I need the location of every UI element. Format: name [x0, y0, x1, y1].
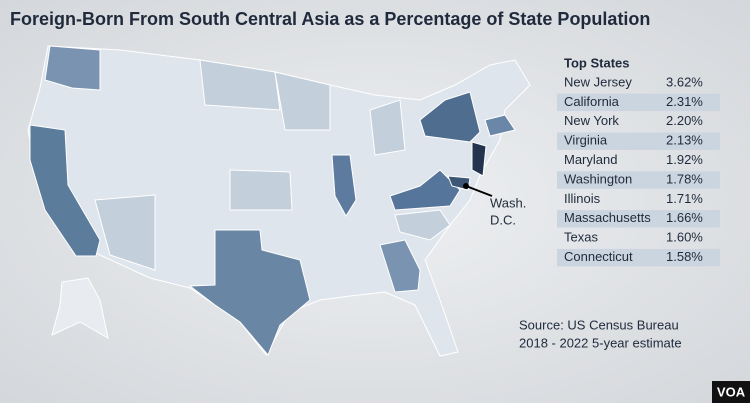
- state: [394, 209, 451, 241]
- state: [94, 194, 156, 271]
- dc-label: Wash.: [490, 195, 526, 210]
- state-new-york: [419, 91, 481, 143]
- alaska: [51, 277, 109, 339]
- dc-label: D.C.: [490, 212, 516, 227]
- source: 2018 - 2022 5-year estimate: [519, 335, 682, 350]
- state-georgia: [379, 239, 421, 293]
- row-band: [557, 210, 720, 228]
- state-name: Texas: [564, 230, 598, 245]
- state-name: Massachusetts: [564, 210, 651, 225]
- state-percent: 1.71%: [666, 191, 703, 206]
- row-band: [557, 93, 720, 112]
- state-percent: 1.60%: [666, 230, 703, 245]
- state-name: New York: [564, 113, 619, 128]
- state-percent: 1.66%: [666, 210, 703, 225]
- source: Source: US Census Bureau: [519, 317, 679, 332]
- state-texas: [188, 229, 311, 356]
- state-percent: 1.78%: [666, 171, 703, 186]
- state-percent: 2.13%: [666, 133, 703, 148]
- state-name: Maryland: [564, 152, 617, 167]
- state-name: New Jersey: [564, 74, 632, 89]
- state: [274, 71, 331, 131]
- state-percent: 1.58%: [666, 249, 703, 264]
- us-map: [27, 45, 531, 357]
- state-illinois: [331, 154, 357, 217]
- state-percent: 1.92%: [666, 152, 703, 167]
- state-name: Virginia: [564, 133, 608, 148]
- top-states-table: Top States New Jersey 3.62% California 2.31…: [557, 55, 720, 267]
- state-name: California: [564, 94, 620, 109]
- state-california: [29, 124, 101, 257]
- state-name: Washington: [564, 171, 632, 186]
- state: [229, 169, 293, 211]
- row-band: [557, 132, 720, 150]
- state-percent: 2.20%: [666, 113, 703, 128]
- state-percent: 3.62%: [666, 74, 703, 89]
- row-band: [557, 248, 720, 267]
- row-band: [557, 171, 720, 189]
- logo-box: [712, 381, 750, 403]
- state-new-jersey: [471, 141, 487, 177]
- state-washington: [44, 45, 101, 91]
- state: [369, 99, 406, 156]
- state-massachusetts: [484, 114, 516, 137]
- dc-pointer: [465, 185, 493, 197]
- state-name: Illinois: [564, 191, 601, 206]
- state-percent: 2.31%: [666, 94, 703, 109]
- logo: VOA: [717, 384, 746, 399]
- state: [199, 59, 281, 111]
- state-name: Connecticut: [564, 249, 633, 264]
- state-virginia: [389, 169, 461, 211]
- table-header: Top States: [564, 55, 630, 70]
- dc-dot: [463, 183, 469, 189]
- title: Foreign-Born From South Central Asia as …: [10, 9, 650, 29]
